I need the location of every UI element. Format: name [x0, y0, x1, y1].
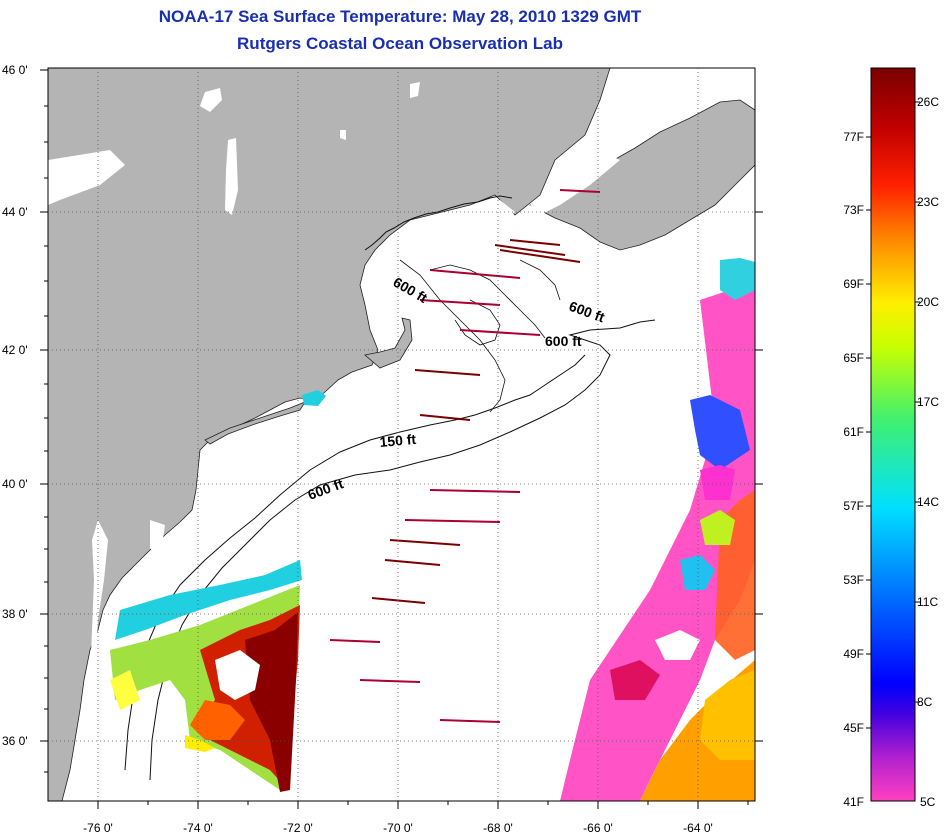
sst-swath-west [110, 560, 302, 792]
colorbar-label-c: 8C [917, 695, 933, 709]
chesapeake-bay [90, 520, 108, 720]
map-title: NOAA-17 Sea Surface Temperature: May 28,… [158, 7, 642, 26]
colorbar-label-f: 41F [843, 795, 864, 809]
lake-champlain [225, 138, 238, 215]
colorbar-label-c: 17C [917, 395, 939, 409]
colorbar-label-f: 49F [843, 647, 864, 661]
lon-labels: -76 0' -74 0' -72 0' -70 0' -68 0' -66 0… [83, 821, 713, 835]
colorbar-label-f: 77F [843, 130, 864, 144]
lon-label-66: -66 0' [583, 821, 613, 835]
lat-label-40: 40 0' [2, 477, 28, 491]
lat-label-36: 36 0' [2, 734, 28, 748]
lake-small-3 [340, 130, 346, 140]
lat-label-44: 44 0' [2, 205, 28, 219]
isobath-600ft-gulf [399, 259, 561, 413]
isobath-label: 600 ft [545, 333, 582, 349]
lat-label-46: 46 0' [2, 63, 28, 77]
colorbar-label-c: 23C [917, 195, 939, 209]
colorbar-celsius-labels: 26C 23C 20C 17C 14C 11C 8C 5C [917, 95, 939, 809]
lat-labels: 46 0' 44 0' 42 0' 40 0' 38 0' 36 0' [2, 63, 28, 748]
isobath-label: 150 ft [379, 431, 417, 450]
bay-of-fundy [530, 150, 620, 215]
colorbar-label-c: 26C [917, 95, 939, 109]
colorbar-label-f: 73F [843, 203, 864, 217]
colorbar-label-f: 65F [843, 351, 864, 365]
colorbar-label-c: 11C [917, 595, 938, 609]
lon-label-70: -70 0' [383, 821, 413, 835]
lake-ontario [48, 150, 125, 205]
colorbar-label-f: 57F [843, 499, 864, 513]
lat-label-42: 42 0' [2, 343, 28, 357]
colorbar-fahrenheit-labels: 77F 73F 69F 65F 61F 57F 53F 49F 45F 41F [843, 130, 864, 809]
lon-label-72: -72 0' [283, 821, 313, 835]
land-long-island [204, 401, 306, 445]
lon-label-64: -64 0' [683, 821, 713, 835]
lat-label-38: 38 0' [2, 607, 28, 621]
lake-small-1 [200, 88, 222, 112]
lon-label-76: -76 0' [83, 821, 113, 835]
lon-label-74: -74 0' [183, 821, 213, 835]
sst-streaks [329, 189, 601, 723]
colorbar-label-f: 61F [843, 425, 864, 439]
sst-patch-li [302, 390, 326, 406]
colorbar-ticks [866, 101, 920, 729]
map-border [47, 67, 756, 802]
lake-small-2 [410, 82, 420, 98]
land-cape-cod [364, 317, 413, 369]
colorbar-label-c: 5C [920, 795, 936, 809]
delaware-bay [150, 520, 165, 560]
colorbar-label-f: 69F [843, 277, 864, 291]
coastline-maine [364, 195, 513, 251]
land-mainland [48, 68, 611, 801]
map-subtitle: Rutgers Coastal Ocean Observation Lab [237, 34, 563, 53]
lon-label-68: -68 0' [483, 821, 513, 835]
gulf-of-maine-inlet [480, 200, 515, 222]
colorbar-label-c: 20C [917, 295, 939, 309]
axis-ticks [40, 69, 763, 809]
colorbar-label-f: 53F [843, 573, 864, 587]
colorbar-label-f: 45F [843, 721, 864, 735]
map-content [48, 68, 755, 801]
colorbar [870, 67, 916, 802]
sst-swath-east [560, 258, 755, 801]
colorbar-label-c: 14C [917, 495, 939, 509]
